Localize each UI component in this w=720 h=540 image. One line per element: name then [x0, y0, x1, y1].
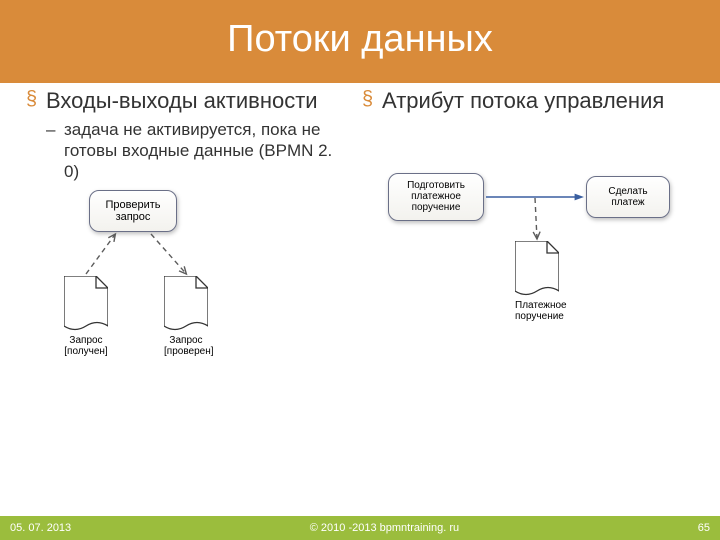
left-column: Входы-выходы активности задача не активи… — [24, 87, 360, 350]
task-prepare-payment: Подготовить платежное поручение — [388, 173, 484, 221]
footer: 05. 07. 2013 © 2010 -2013 bpmntraining. … — [0, 516, 720, 540]
doc-label: Запрос [получен] — [64, 335, 108, 357]
task-label: Сделать платеж — [591, 186, 665, 208]
doc-label: Запрос [проверен] — [164, 335, 208, 357]
page-title: Потоки данных — [0, 18, 720, 61]
footer-date: 05. 07. 2013 — [10, 522, 71, 534]
doc-payment-order: Платежное поручение — [515, 241, 559, 298]
task-make-payment: Сделать платеж — [586, 176, 670, 218]
footer-copyright: © 2010 -2013 bpmntraining. ru — [310, 522, 459, 534]
arrow-dashed-assoc — [525, 188, 547, 249]
diagram-left: Проверить запрос Запрос [получен] Запрос… — [24, 190, 360, 350]
task-label: Проверить запрос — [94, 199, 172, 223]
right-column: Атрибут потока управления Подготовить пл… — [360, 87, 696, 350]
content: Входы-выходы активности задача не активи… — [0, 83, 720, 350]
doc-request-received: Запрос [получен] — [64, 276, 108, 333]
document-icon — [164, 276, 208, 333]
left-heading: Входы-выходы активности — [24, 87, 360, 115]
doc-label: Платежное поручение — [515, 300, 559, 322]
arrow-dashed-out — [141, 224, 196, 284]
doc-request-checked: Запрос [проверен] — [164, 276, 208, 333]
arrow-dashed-in — [76, 224, 125, 284]
task-label: Подготовить платежное поручение — [393, 180, 479, 213]
diagram-right: Подготовить платежное поручение Сделать … — [360, 173, 696, 333]
right-heading: Атрибут потока управления — [360, 87, 696, 115]
document-icon — [64, 276, 108, 333]
title-bar: Потоки данных — [0, 0, 720, 83]
left-subpoint: задача не активируется, пока не готовы в… — [24, 119, 360, 183]
document-icon — [515, 241, 559, 298]
footer-page-number: 65 — [698, 522, 710, 534]
